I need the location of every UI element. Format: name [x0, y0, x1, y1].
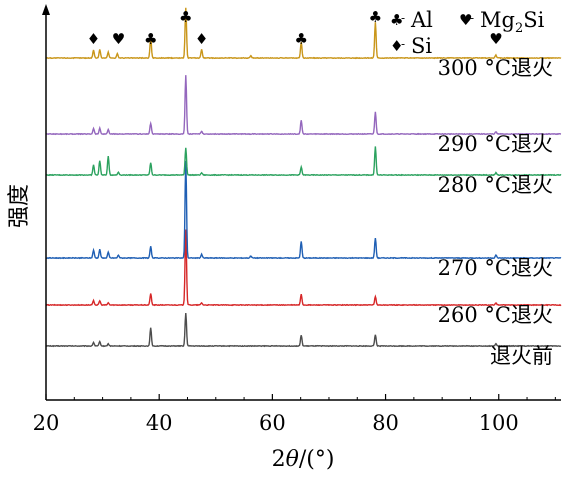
legend-label-si: Si — [411, 34, 432, 58]
x-tick-label: 60 — [259, 411, 286, 435]
legend-item-mg2si: ♥ - Mg2Si — [459, 8, 545, 36]
legend-label-al: Al — [410, 8, 433, 32]
x-axis-label: 2θ/(°) — [272, 447, 335, 472]
series-label-2: 260 °C退火 — [438, 303, 553, 327]
diamond-icon: ♦ — [87, 30, 100, 48]
club-icon: ♣ — [295, 30, 308, 48]
x-tick-label: 20 — [33, 411, 60, 435]
heart-icon: ♥ — [112, 30, 125, 48]
legend-dash: - — [401, 11, 405, 25]
legend-label-mg2si: Mg2Si — [480, 8, 545, 36]
legend-label-mg: Mg — [480, 8, 515, 32]
series-label-6: 300 °C退火 — [438, 56, 553, 80]
y-axis-arrow-icon — [42, 4, 50, 15]
legend-item-si: ♦ - Si — [390, 34, 432, 58]
legend-label-subscript: 2 — [515, 21, 523, 36]
series-label-layer: 退火前 260 °C退火 270 °C退火 280 °C退火 290 °C退火 300 °… — [438, 56, 553, 368]
x-tick-label: 100 — [479, 411, 519, 435]
series-line-3 — [45, 160, 562, 260]
series-line-1 — [45, 312, 562, 348]
heart-icon: ♥ — [459, 11, 472, 29]
phase-marker-layer: ♦ ♥ ♣♣♦ ♣♣♥ — [87, 8, 503, 48]
legend-dash: - — [401, 37, 405, 51]
club-icon: ♣ — [369, 8, 382, 26]
legend-label-si: Si — [523, 8, 544, 32]
x-tick-label: 40 — [146, 411, 173, 435]
club-icon: ♣ — [390, 11, 403, 29]
series-label-5: 290 °C退火 — [438, 132, 553, 156]
club-icon: ♣ — [144, 30, 157, 48]
series-label-1: 退火前 — [490, 344, 553, 368]
series-layer — [45, 7, 562, 348]
x-axis-label-prefix: 2 — [272, 447, 286, 472]
x-tick-layer: 20 40 60 80 100 — [33, 394, 556, 435]
legend-item-al: ♣ - Al — [390, 8, 433, 32]
diamond-icon: ♦ — [390, 37, 403, 55]
legend-dash: - — [470, 11, 474, 25]
heart-icon: ♥ — [489, 30, 502, 48]
x-axis-label-theta: θ — [286, 447, 299, 472]
diamond-icon: ♦ — [195, 30, 208, 48]
series-line-5 — [45, 75, 562, 136]
legend: ♣ - Al ♥ - Mg2Si ♦ - Si — [390, 8, 545, 58]
x-axis-label-suffix: /(°) — [299, 447, 335, 472]
series-line-2 — [45, 229, 562, 307]
y-axis-label: 强度 — [7, 184, 32, 228]
x-tick-label: 80 — [372, 411, 399, 435]
club-icon: ♣ — [179, 8, 192, 26]
series-line-4 — [45, 146, 562, 177]
series-label-3: 270 °C退火 — [438, 256, 553, 280]
series-line-6 — [45, 7, 562, 60]
series-label-4: 280 °C退火 — [438, 173, 553, 197]
